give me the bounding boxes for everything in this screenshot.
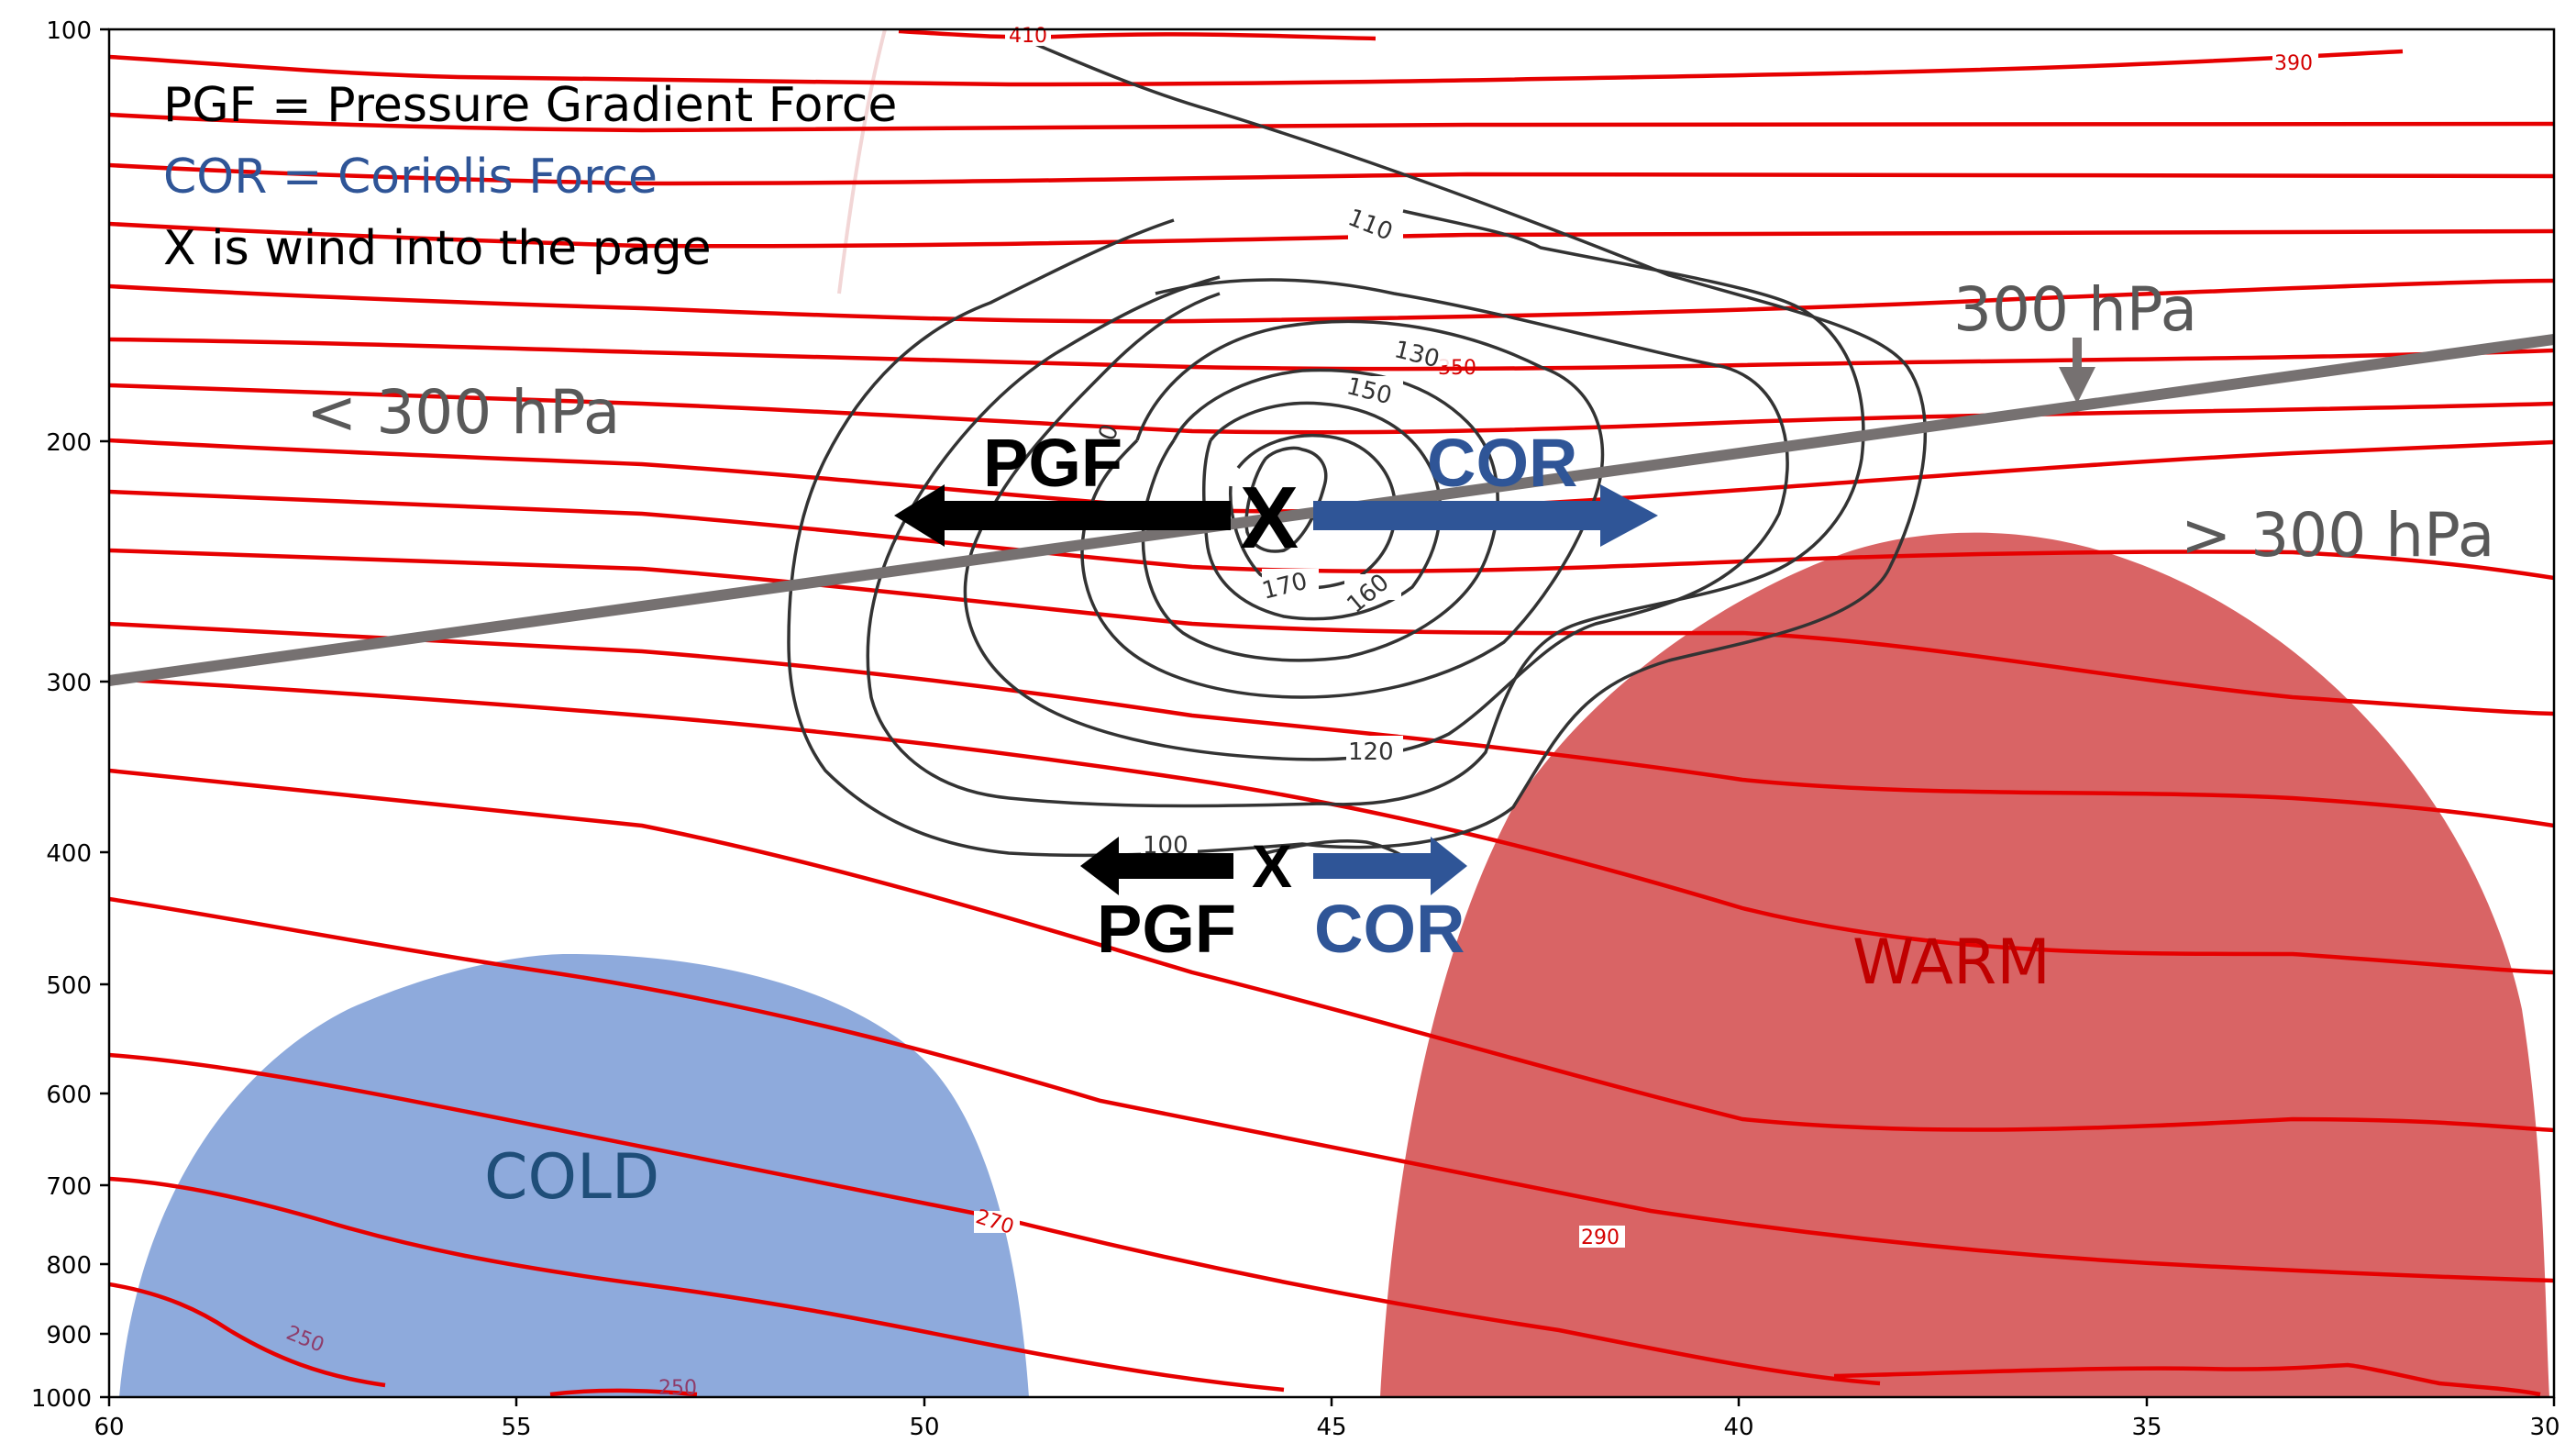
isentrope-line bbox=[109, 621, 2554, 828]
warm-air-mass bbox=[1380, 532, 2549, 1397]
y-tick-label: 100 bbox=[46, 17, 92, 45]
legend-cor: COR = Coriolis Force bbox=[163, 150, 658, 205]
x-tick-label: 50 bbox=[909, 1414, 939, 1441]
isentrope-line bbox=[109, 221, 2554, 249]
isotach-line bbox=[1141, 368, 1499, 662]
cor-arrow-lower bbox=[1313, 837, 1467, 895]
y-tick-label: 900 bbox=[46, 1322, 92, 1349]
isotach-line bbox=[866, 209, 1865, 808]
y-tick-label: 200 bbox=[46, 429, 92, 457]
isentrope-line bbox=[109, 112, 2554, 133]
x-tick-label: 55 bbox=[501, 1414, 531, 1441]
upper-force-diagram: X PGF COR bbox=[894, 425, 1658, 567]
isentrope-line bbox=[109, 1176, 1285, 1393]
x-tick-label: 30 bbox=[2529, 1414, 2559, 1441]
y-tick-label: 800 bbox=[46, 1252, 92, 1280]
isentrope-line bbox=[109, 278, 2554, 324]
cor-label-upper: COR bbox=[1427, 425, 1577, 501]
isotach-labels: 110 130 150 170 160 120 100 0 bbox=[1093, 204, 1451, 860]
y-tick-label: 400 bbox=[46, 840, 92, 868]
legend: PGF = Pressure Gradient Force COR = Cori… bbox=[163, 78, 897, 276]
isentrope-line bbox=[109, 676, 2554, 975]
y-tick-label: 1000 bbox=[31, 1385, 92, 1413]
below-300hpa-label: < 300 hPa bbox=[306, 377, 620, 448]
isotach-label: 120 bbox=[1348, 738, 1394, 766]
pgf-arrow-upper bbox=[894, 484, 1231, 547]
cold-label: COLD bbox=[484, 1141, 659, 1214]
isentrope-line bbox=[898, 29, 1376, 41]
y-axis bbox=[100, 28, 109, 1399]
legend-x: X is wind into the page bbox=[163, 221, 712, 276]
level-300hpa-label: 300 hPa bbox=[1953, 274, 2197, 345]
isotach-line bbox=[787, 35, 1927, 858]
isotach-line bbox=[1229, 433, 1397, 590]
isotach-line bbox=[1201, 401, 1443, 621]
pgf-arrow-lower bbox=[1080, 837, 1233, 895]
warm-label: WARM bbox=[1852, 927, 2051, 999]
cold-air-mass bbox=[119, 954, 1029, 1397]
cor-arrow-upper bbox=[1313, 484, 1658, 547]
lower-force-diagram: X PGF COR bbox=[1080, 832, 1467, 967]
isentrope-line bbox=[109, 896, 2554, 1283]
y-tick-label: 600 bbox=[46, 1082, 92, 1109]
isentrope-label: 390 bbox=[2274, 52, 2313, 75]
isentrope-line bbox=[109, 162, 2554, 186]
above-300hpa-label: > 300 hPa bbox=[2181, 500, 2494, 571]
isentrope-line bbox=[109, 383, 2554, 435]
isentrope-line bbox=[109, 1282, 386, 1388]
isentrope-label: 290 bbox=[1581, 1226, 1620, 1249]
isentrope-line bbox=[109, 768, 2554, 1133]
x-tick-label: 40 bbox=[1723, 1414, 1753, 1441]
y-tick-label: 700 bbox=[46, 1173, 92, 1201]
pgf-label-lower: PGF bbox=[1097, 891, 1236, 967]
y-tick-label: 500 bbox=[46, 972, 92, 1000]
x-wind-upper: X bbox=[1240, 469, 1299, 567]
faint-contour bbox=[837, 29, 887, 294]
x-tick-label: 60 bbox=[94, 1414, 124, 1441]
y-tick-label: 300 bbox=[46, 670, 92, 697]
isotach-line bbox=[1080, 319, 1605, 699]
x-axis bbox=[107, 1397, 2556, 1406]
x-tick-label: 35 bbox=[2131, 1414, 2161, 1441]
x-tick-labels: 60 55 50 45 40 35 30 bbox=[94, 1414, 2559, 1441]
isentrope-line bbox=[109, 548, 2554, 716]
cor-label-lower: COR bbox=[1314, 891, 1465, 967]
isentrope-line bbox=[109, 489, 2554, 581]
pgf-label-upper: PGF bbox=[983, 425, 1122, 501]
isentrope-line bbox=[549, 1388, 698, 1397]
y-tick-labels: 100 200 300 400 500 600 700 800 900 1000 bbox=[31, 17, 92, 1413]
x-tick-label: 45 bbox=[1316, 1414, 1346, 1441]
x-wind-lower: X bbox=[1252, 832, 1292, 900]
isentrope-line bbox=[1833, 1362, 2541, 1397]
legend-pgf: PGF = Pressure Gradient Force bbox=[163, 78, 897, 133]
